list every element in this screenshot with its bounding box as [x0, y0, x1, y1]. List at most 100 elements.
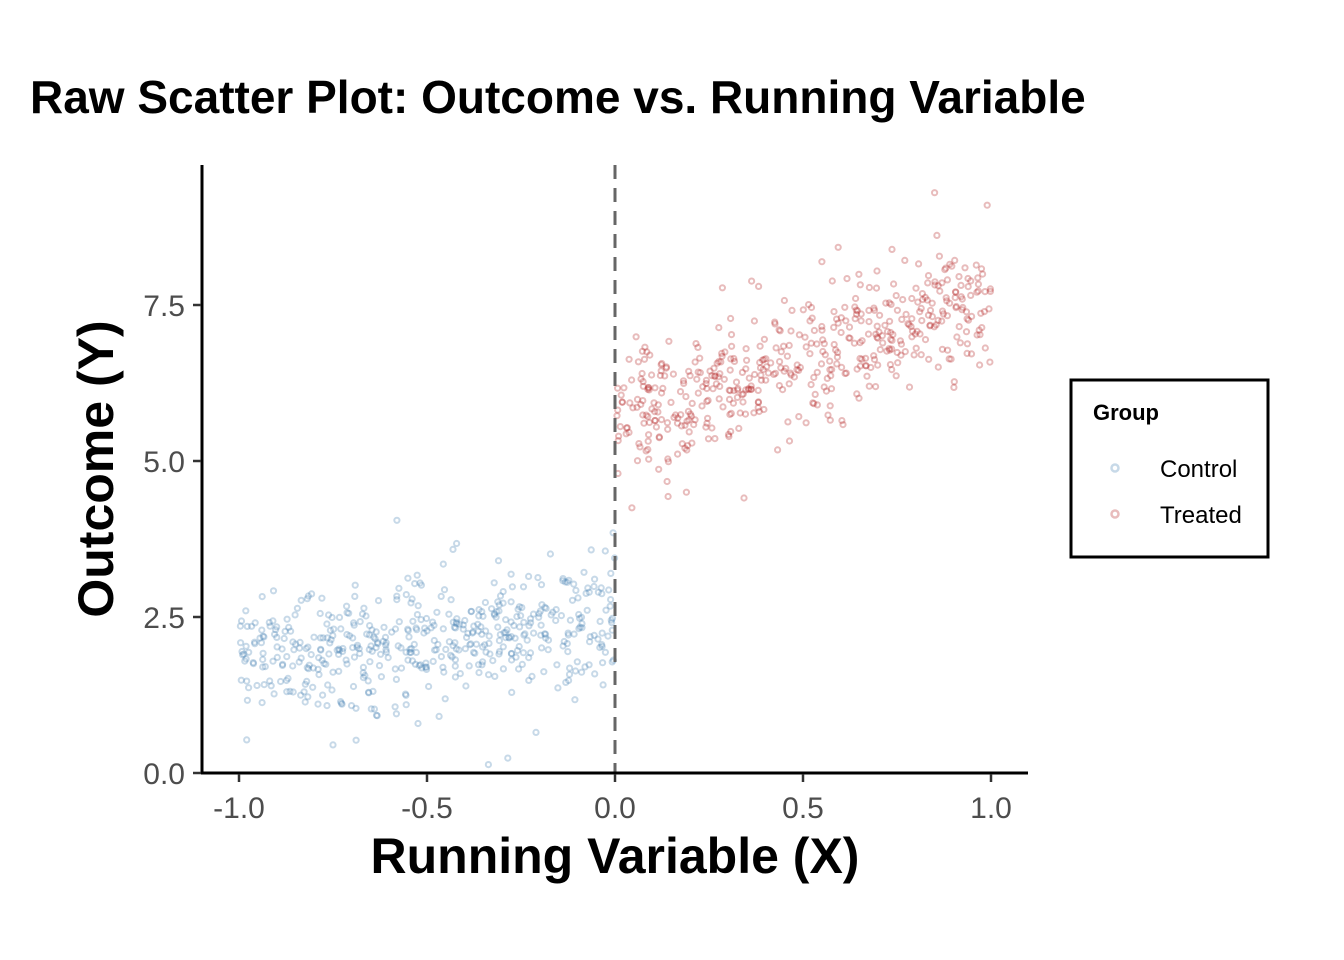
point-treated — [842, 369, 850, 377]
point-control — [304, 643, 312, 651]
point-treated — [839, 421, 847, 429]
point-treated — [676, 388, 685, 396]
point-control — [364, 677, 372, 685]
point-control — [365, 688, 373, 696]
point-treated — [855, 394, 863, 402]
point-control — [570, 630, 578, 638]
point-treated — [850, 339, 859, 347]
point-treated — [885, 345, 893, 353]
point-control — [256, 634, 264, 642]
point-treated — [726, 387, 734, 395]
point-treated — [865, 283, 874, 292]
point-treated — [644, 445, 652, 454]
point-treated — [834, 348, 842, 356]
point-treated — [725, 395, 734, 403]
point-control — [559, 575, 567, 583]
point-treated — [805, 301, 813, 309]
point-control — [349, 634, 357, 642]
point-control — [529, 610, 538, 618]
point-treated — [901, 348, 909, 356]
point-treated — [887, 300, 895, 308]
point-treated — [867, 363, 875, 372]
point-control — [422, 665, 431, 674]
point-control — [414, 602, 422, 610]
point-treated — [957, 281, 965, 289]
point-control — [296, 638, 304, 647]
point-control — [260, 633, 268, 641]
point-control — [339, 644, 347, 653]
legend: Group Control Treated — [1069, 378, 1270, 559]
x-tick-label: -0.5 — [401, 792, 453, 825]
point-control — [535, 613, 543, 621]
point-treated — [763, 363, 771, 371]
point-treated — [916, 308, 924, 316]
point-control — [606, 602, 614, 610]
point-treated — [725, 432, 733, 441]
point-treated — [810, 326, 819, 335]
point-treated — [926, 306, 935, 314]
point-treated — [713, 359, 721, 367]
point-treated — [820, 340, 828, 348]
point-treated — [959, 303, 967, 312]
point-control — [377, 650, 385, 658]
point-treated — [894, 359, 902, 367]
point-control — [542, 604, 550, 613]
point-control — [335, 646, 344, 654]
point-treated — [640, 419, 648, 427]
point-control — [418, 664, 426, 672]
point-treated — [972, 261, 980, 269]
point-treated — [709, 385, 717, 393]
point-control — [496, 631, 504, 639]
point-control — [365, 689, 373, 697]
point-control — [601, 648, 610, 656]
point-control — [461, 645, 469, 653]
point-treated — [893, 348, 901, 357]
point-control — [440, 586, 449, 594]
point-control — [393, 516, 401, 524]
point-treated — [873, 333, 881, 341]
point-control — [316, 609, 324, 618]
point-control — [514, 605, 522, 613]
point-control — [329, 668, 337, 676]
point-treated — [881, 321, 889, 329]
point-control — [437, 653, 445, 661]
point-control — [507, 570, 515, 578]
point-control — [382, 639, 390, 647]
point-treated — [950, 383, 958, 391]
point-control — [598, 642, 606, 651]
point-control — [526, 649, 535, 657]
point-treated — [841, 303, 849, 311]
point-control — [508, 583, 517, 591]
point-treated — [648, 371, 656, 379]
point-control — [537, 581, 546, 589]
point-treated — [739, 390, 747, 398]
point-treated — [886, 346, 894, 354]
point-control — [538, 601, 546, 609]
point-control — [290, 646, 298, 654]
point-treated — [726, 366, 734, 374]
point-treated — [635, 440, 643, 448]
point-control — [415, 662, 423, 670]
point-treated — [633, 403, 641, 411]
point-treated — [974, 287, 982, 295]
point-treated — [961, 264, 969, 272]
point-control — [337, 698, 345, 706]
point-control — [308, 590, 316, 598]
point-treated — [911, 330, 919, 338]
point-control — [413, 611, 421, 619]
point-control — [441, 695, 449, 703]
point-control — [451, 624, 460, 632]
point-treated — [976, 331, 984, 339]
point-control — [495, 637, 503, 645]
point-treated — [639, 378, 647, 386]
legend-label-treated: Treated — [1160, 502, 1242, 529]
point-control — [318, 656, 326, 664]
point-control — [507, 633, 515, 641]
point-control — [421, 663, 430, 671]
point-control — [381, 633, 390, 641]
point-control — [552, 606, 560, 614]
points-layer — [236, 189, 995, 769]
point-treated — [981, 344, 989, 352]
point-control — [314, 665, 322, 673]
point-control — [407, 648, 415, 657]
